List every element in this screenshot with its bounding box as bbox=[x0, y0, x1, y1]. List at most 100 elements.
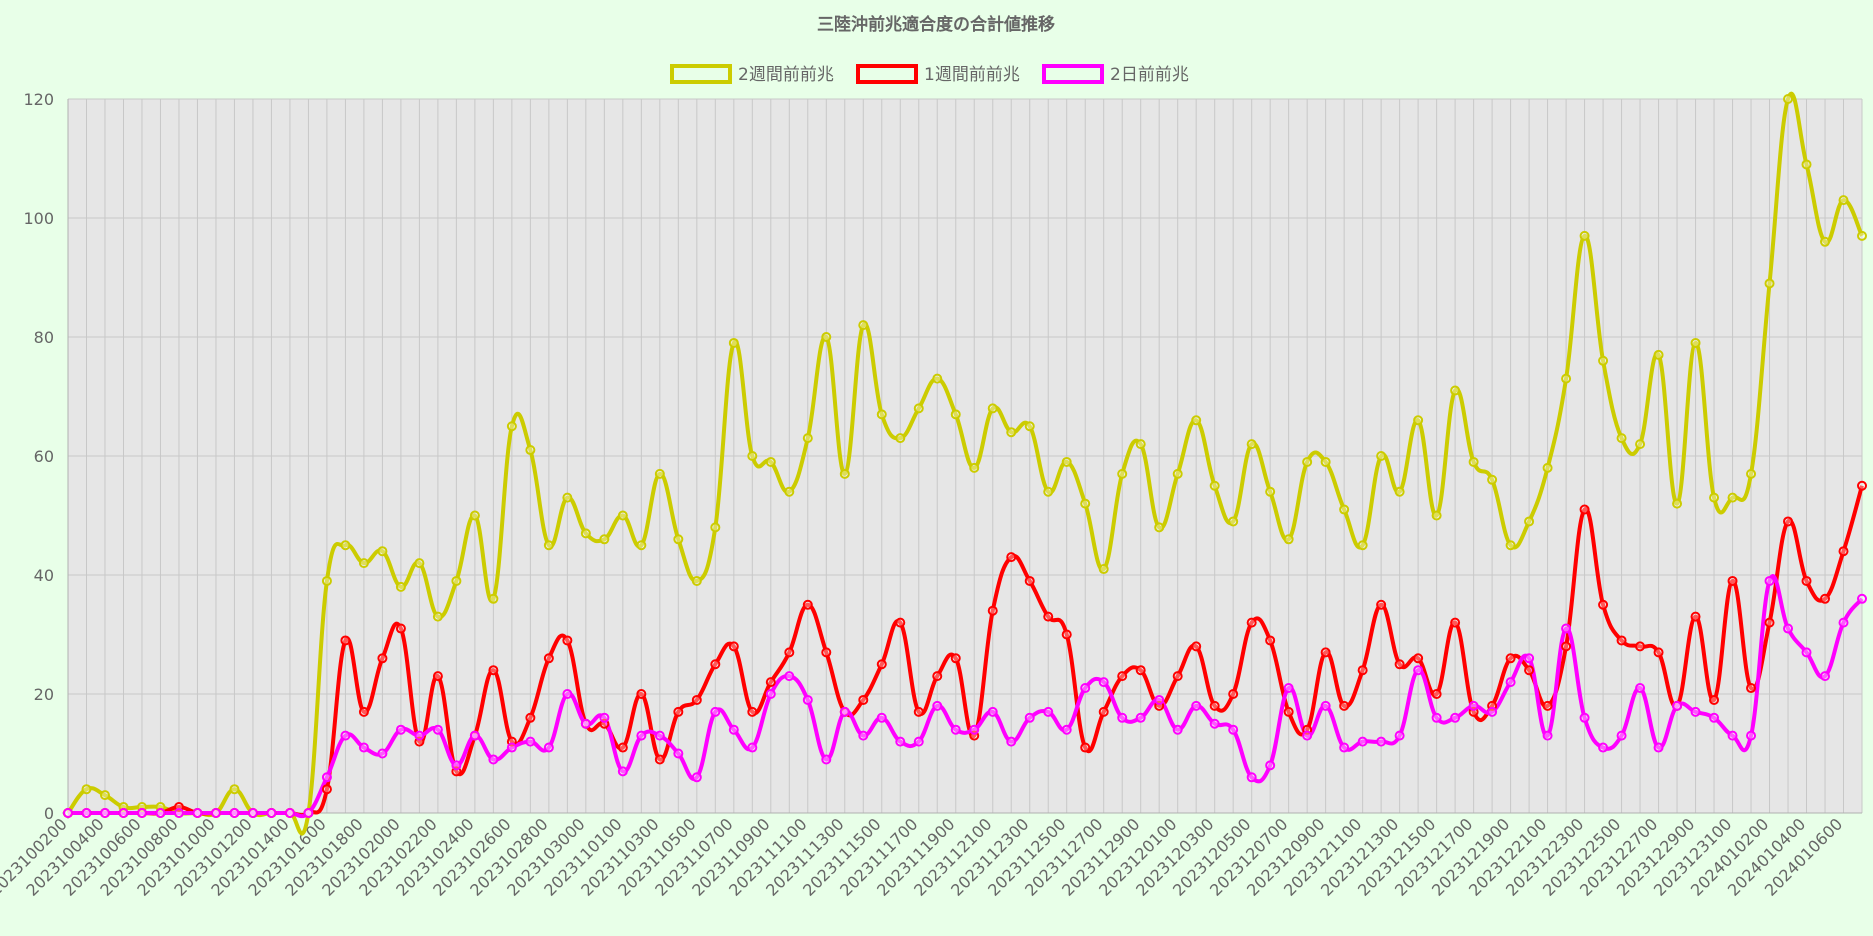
data-point[interactable] bbox=[1172, 468, 1183, 479]
data-point[interactable] bbox=[1413, 415, 1424, 426]
data-point[interactable] bbox=[303, 808, 314, 818]
data-point[interactable] bbox=[802, 694, 813, 705]
data-point[interactable] bbox=[63, 808, 73, 818]
data-point[interactable] bbox=[913, 403, 924, 414]
data-point[interactable] bbox=[876, 659, 887, 670]
data-point[interactable] bbox=[395, 724, 406, 735]
data-point[interactable] bbox=[1450, 617, 1461, 628]
data-point[interactable] bbox=[358, 558, 369, 569]
data-point[interactable] bbox=[1024, 712, 1035, 723]
data-point[interactable] bbox=[617, 510, 628, 521]
data-point[interactable] bbox=[1783, 623, 1794, 634]
data-point[interactable] bbox=[1838, 546, 1849, 557]
data-point[interactable] bbox=[1635, 439, 1646, 450]
data-point[interactable] bbox=[1505, 540, 1516, 551]
data-point[interactable] bbox=[617, 742, 628, 753]
data-point[interactable] bbox=[1450, 385, 1461, 396]
data-point[interactable] bbox=[1431, 712, 1442, 723]
data-point[interactable] bbox=[1579, 230, 1590, 241]
data-point[interactable] bbox=[1727, 575, 1738, 586]
data-point[interactable] bbox=[765, 456, 776, 467]
data-point[interactable] bbox=[802, 433, 813, 444]
data-point[interactable] bbox=[469, 510, 480, 521]
data-point[interactable] bbox=[1820, 236, 1831, 247]
data-point[interactable] bbox=[932, 700, 943, 711]
data-point[interactable] bbox=[81, 784, 92, 795]
data-point[interactable] bbox=[1857, 230, 1867, 241]
data-point[interactable] bbox=[747, 706, 758, 717]
data-point[interactable] bbox=[636, 540, 647, 551]
data-point[interactable] bbox=[1302, 456, 1313, 467]
data-point[interactable] bbox=[1413, 653, 1424, 664]
data-point[interactable] bbox=[1653, 742, 1664, 753]
data-point[interactable] bbox=[1320, 700, 1331, 711]
data-point[interactable] bbox=[432, 611, 443, 622]
data-point[interactable] bbox=[358, 706, 369, 717]
data-point[interactable] bbox=[562, 635, 573, 646]
data-point[interactable] bbox=[525, 712, 536, 723]
data-point[interactable] bbox=[118, 808, 129, 818]
data-point[interactable] bbox=[1616, 730, 1627, 741]
data-point[interactable] bbox=[229, 784, 240, 795]
data-point[interactable] bbox=[1561, 373, 1572, 384]
data-point[interactable] bbox=[1265, 635, 1276, 646]
data-point[interactable] bbox=[1228, 689, 1239, 699]
data-point[interactable] bbox=[1542, 700, 1553, 711]
data-point[interactable] bbox=[1080, 683, 1091, 694]
data-point[interactable] bbox=[1690, 611, 1701, 622]
data-point[interactable] bbox=[340, 540, 351, 551]
data-point[interactable] bbox=[1135, 665, 1146, 676]
data-point[interactable] bbox=[654, 468, 665, 479]
data-point[interactable] bbox=[1468, 456, 1479, 467]
data-point[interactable] bbox=[266, 808, 277, 818]
data-point[interactable] bbox=[1061, 629, 1072, 640]
data-point[interactable] bbox=[1339, 700, 1350, 711]
data-point[interactable] bbox=[469, 730, 480, 741]
data-point[interactable] bbox=[192, 808, 203, 818]
data-point[interactable] bbox=[1191, 700, 1202, 711]
data-point[interactable] bbox=[1727, 730, 1738, 741]
data-point[interactable] bbox=[1857, 593, 1867, 604]
data-point[interactable] bbox=[562, 492, 573, 503]
data-point[interactable] bbox=[1135, 712, 1146, 723]
data-point[interactable] bbox=[1283, 706, 1294, 717]
data-point[interactable] bbox=[969, 724, 980, 735]
data-point[interactable] bbox=[839, 468, 850, 479]
data-point[interactable] bbox=[784, 486, 795, 497]
data-point[interactable] bbox=[636, 730, 647, 741]
data-point[interactable] bbox=[969, 462, 980, 473]
data-point[interactable] bbox=[1265, 486, 1276, 497]
data-point[interactable] bbox=[1394, 730, 1405, 741]
data-point[interactable] bbox=[1857, 480, 1867, 491]
data-point[interactable] bbox=[673, 706, 684, 717]
data-point[interactable] bbox=[1283, 683, 1294, 694]
data-point[interactable] bbox=[1006, 736, 1017, 747]
data-point[interactable] bbox=[432, 671, 443, 682]
data-point[interactable] bbox=[673, 748, 684, 759]
data-point[interactable] bbox=[950, 409, 961, 420]
data-point[interactable] bbox=[1598, 355, 1609, 366]
data-point[interactable] bbox=[599, 534, 610, 545]
data-point[interactable] bbox=[1764, 575, 1775, 586]
data-point[interactable] bbox=[802, 599, 813, 610]
data-point[interactable] bbox=[1598, 599, 1609, 610]
data-point[interactable] bbox=[1098, 564, 1109, 575]
data-point[interactable] bbox=[173, 808, 184, 818]
data-point[interactable] bbox=[1006, 552, 1017, 563]
data-point[interactable] bbox=[1524, 665, 1535, 676]
data-point[interactable] bbox=[691, 575, 702, 586]
data-point[interactable] bbox=[1746, 683, 1757, 694]
data-point[interactable] bbox=[1043, 611, 1054, 622]
data-point[interactable] bbox=[488, 593, 499, 604]
data-point[interactable] bbox=[1246, 617, 1257, 628]
data-point[interactable] bbox=[1801, 647, 1812, 658]
data-point[interactable] bbox=[395, 623, 406, 634]
data-point[interactable] bbox=[1764, 617, 1775, 628]
data-point[interactable] bbox=[617, 766, 628, 777]
data-point[interactable] bbox=[1357, 665, 1368, 676]
data-point[interactable] bbox=[950, 653, 961, 664]
data-point[interactable] bbox=[876, 409, 887, 420]
data-point[interactable] bbox=[1487, 474, 1498, 485]
data-point[interactable] bbox=[580, 528, 591, 539]
legend-item-2[interactable]: 1週間前前兆 bbox=[856, 64, 1020, 85]
